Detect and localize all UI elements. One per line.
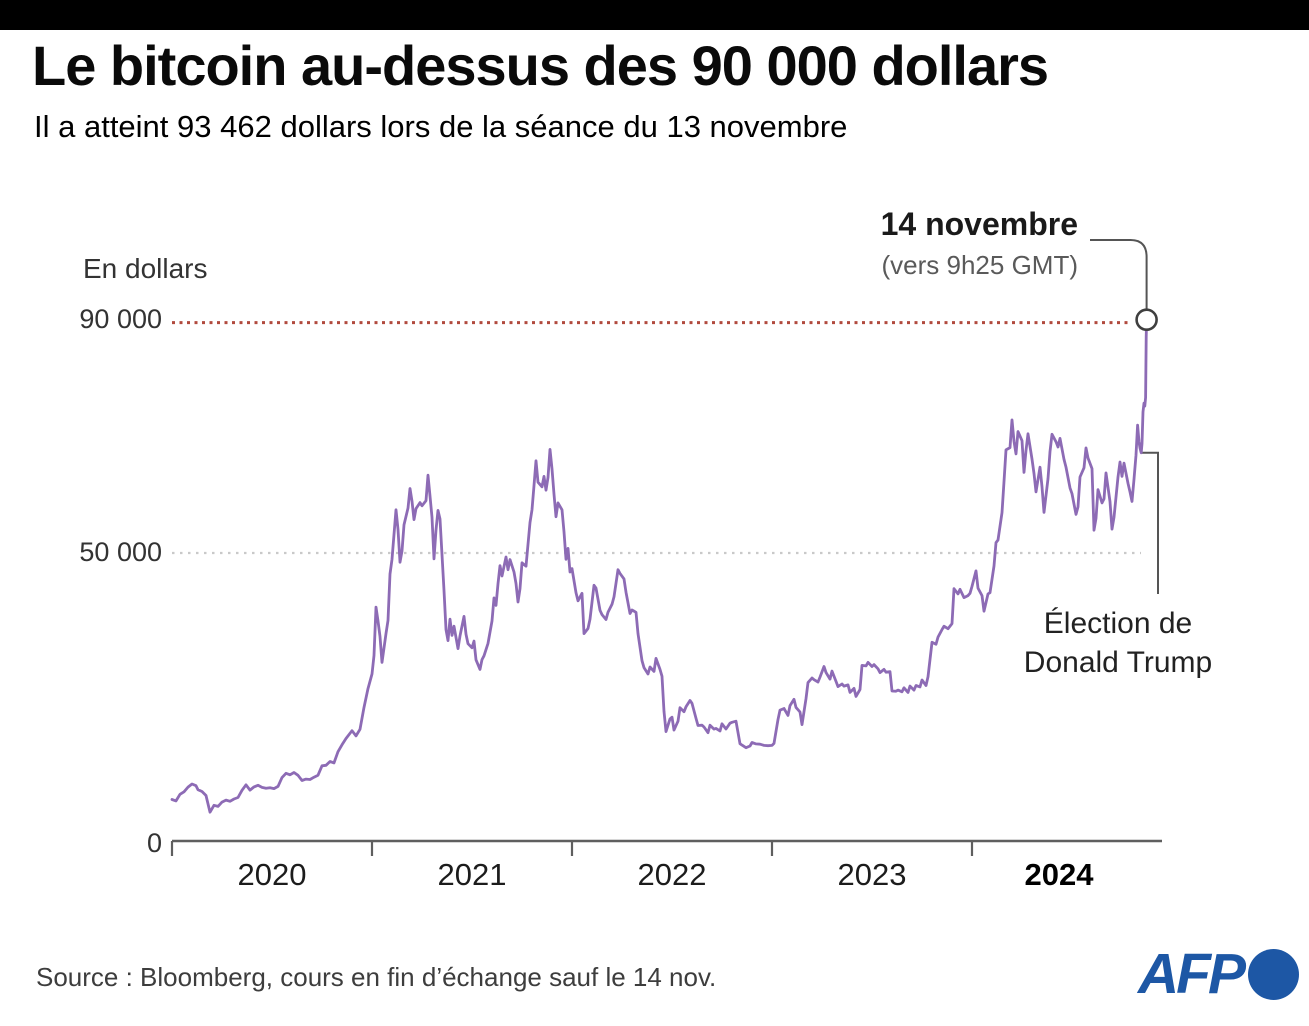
annotation-14-novembre-sublabel: (vers 9h25 GMT): [881, 250, 1079, 280]
source-note: Source : Bloomberg, cours en fin d’échan…: [36, 962, 717, 992]
annotation-14-novembre: 14 novembre (vers 9h25 GMT): [790, 206, 1078, 281]
page-title: Le bitcoin au-dessus des 90 000 dollars: [32, 34, 1049, 97]
xtick-2024: 2024: [1024, 857, 1094, 892]
xtick-2023: 2023: [837, 857, 907, 892]
ytick-0: 0: [146, 828, 162, 858]
afp-logo-text: AFP: [1138, 942, 1246, 1006]
y-axis-unit-label: En dollars: [83, 253, 208, 284]
xtick-2021: 2021: [437, 857, 507, 892]
xtick-2020: 2020: [237, 857, 307, 892]
annotation-election-trump: Élection de Donald Trump: [1023, 607, 1213, 679]
page-subtitle: Il a atteint 93 462 dollars lors de la s…: [34, 109, 848, 144]
ytick-50000: 50 000: [79, 537, 162, 567]
xtick-2022: 2022: [637, 857, 707, 892]
top-bar: [0, 0, 1309, 30]
annotation-14-novembre-label: 14 novembre: [880, 206, 1078, 242]
afp-logo-dot-icon: [1248, 949, 1299, 1000]
ytick-90000: 90 000: [79, 304, 162, 334]
afp-logo: AFP: [1138, 946, 1299, 1003]
